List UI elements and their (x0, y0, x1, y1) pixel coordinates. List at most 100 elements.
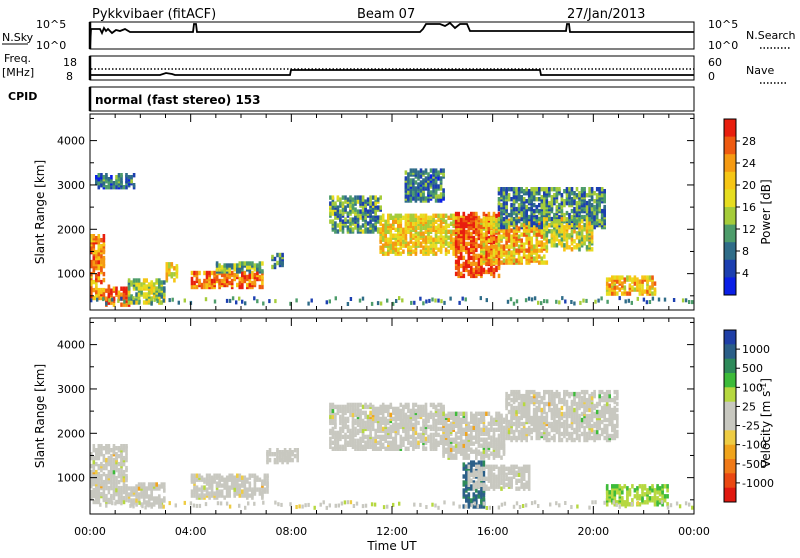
scatter-cell (571, 191, 574, 195)
ground-scatter-cell (691, 300, 693, 304)
scatter-cell (447, 424, 450, 428)
scatter-cell (442, 236, 445, 240)
scatter-cell (352, 403, 355, 407)
scatter-cell (442, 405, 445, 409)
scatter-cell (518, 203, 521, 207)
ground-scatter-cell (232, 296, 234, 300)
scatter-cell (223, 478, 226, 482)
scatter-cell (382, 224, 385, 228)
scatter-cell (510, 228, 513, 232)
scatter-cell (364, 421, 367, 425)
scatter-cell (384, 447, 387, 451)
scatter-cell (148, 282, 151, 286)
ground-scatter-cell (262, 302, 264, 306)
scatter-cell (460, 218, 463, 222)
ground-scatter-cell (682, 298, 684, 302)
scatter-cell (541, 432, 544, 436)
scatter-cell (533, 408, 536, 412)
scatter-cell (123, 287, 126, 291)
scatter-cell (463, 218, 466, 222)
scatter-cell (510, 398, 513, 402)
scatter-cell (397, 411, 400, 415)
scatter-cell (563, 213, 566, 217)
scatter-cell (563, 217, 566, 221)
scatter-cell (601, 193, 604, 197)
scatter-cell (480, 412, 483, 416)
scatter-cell (213, 474, 216, 478)
scatter-cell (387, 447, 390, 451)
scatter-cell (435, 214, 438, 218)
scatter-cell (405, 218, 408, 222)
scatter-cell (536, 248, 539, 252)
scatter-cell (614, 291, 617, 295)
scatter-cell (614, 285, 617, 289)
scatter-cell (478, 230, 481, 234)
scatter-cell (246, 283, 249, 287)
scatter-cell (548, 229, 551, 233)
scatter-cell (407, 176, 410, 180)
scatter-cell (430, 441, 433, 445)
scatter-cell (384, 242, 387, 246)
scatter-cell (417, 170, 420, 174)
scatter-cell (108, 480, 111, 484)
ground-scatter-cell (350, 297, 352, 301)
scatter-cell (510, 428, 513, 432)
scatter-cell (525, 240, 528, 244)
scatter-cell (150, 290, 153, 294)
scatter-cell (460, 272, 463, 276)
scatter-cell (145, 486, 148, 490)
ground-scatter-cell (637, 297, 639, 301)
scatter-cell (118, 291, 121, 295)
scatter-cell (427, 246, 430, 250)
scatter-cell (556, 408, 559, 412)
scatter-cell (261, 261, 264, 265)
scatter-cell (561, 209, 564, 213)
scatter-cell (150, 482, 153, 486)
scatter-cell (503, 432, 506, 436)
ground-scatter-cell (153, 298, 155, 302)
nave-tick-top: 60 (708, 56, 722, 69)
scatter-cell (103, 446, 106, 450)
scatter-cell (541, 420, 544, 424)
scatter-cell (123, 484, 126, 488)
scatter-cell (510, 408, 513, 412)
scatter-cell (143, 500, 146, 504)
scatter-cell (437, 427, 440, 431)
scatter-cell (470, 244, 473, 248)
scatter-cell (249, 481, 252, 485)
scatter-cell (256, 487, 259, 491)
scatter-cell (135, 278, 138, 282)
scatter-cell (354, 195, 357, 199)
scatter-cell (201, 283, 204, 287)
scatter-cell (430, 425, 433, 429)
scatter-cell (382, 411, 385, 415)
scatter-cell (332, 441, 335, 445)
scatter-cell (231, 481, 234, 485)
scatter-cell (541, 260, 544, 264)
scatter-cell (510, 250, 513, 254)
scatter-cell (110, 478, 113, 482)
scatter-cell (508, 193, 511, 197)
scatter-cell (110, 289, 113, 293)
scatter-cell (651, 275, 654, 279)
scatter-cell (468, 504, 471, 508)
ground-scatter-cell (597, 299, 599, 303)
scatter-cell (475, 412, 478, 416)
scatter-cell (110, 494, 113, 498)
scatter-cell (520, 410, 523, 414)
scatter-cell (98, 177, 101, 181)
scatter-cell (450, 236, 453, 240)
scatter-cell (553, 400, 556, 404)
scatter-cell (490, 428, 493, 432)
ground-scatter-cell (117, 299, 119, 303)
scatter-cell (593, 205, 596, 209)
scatter-cell (395, 407, 398, 411)
scatter-cell (405, 413, 408, 417)
freq-tick-bottom: 8 (66, 70, 73, 83)
scatter-cell (528, 215, 531, 219)
scatter-cell (191, 281, 194, 285)
scatter-cell (551, 398, 554, 402)
scatter-cell (332, 209, 335, 213)
scatter-cell (508, 410, 511, 414)
scatter-cell (500, 456, 503, 460)
